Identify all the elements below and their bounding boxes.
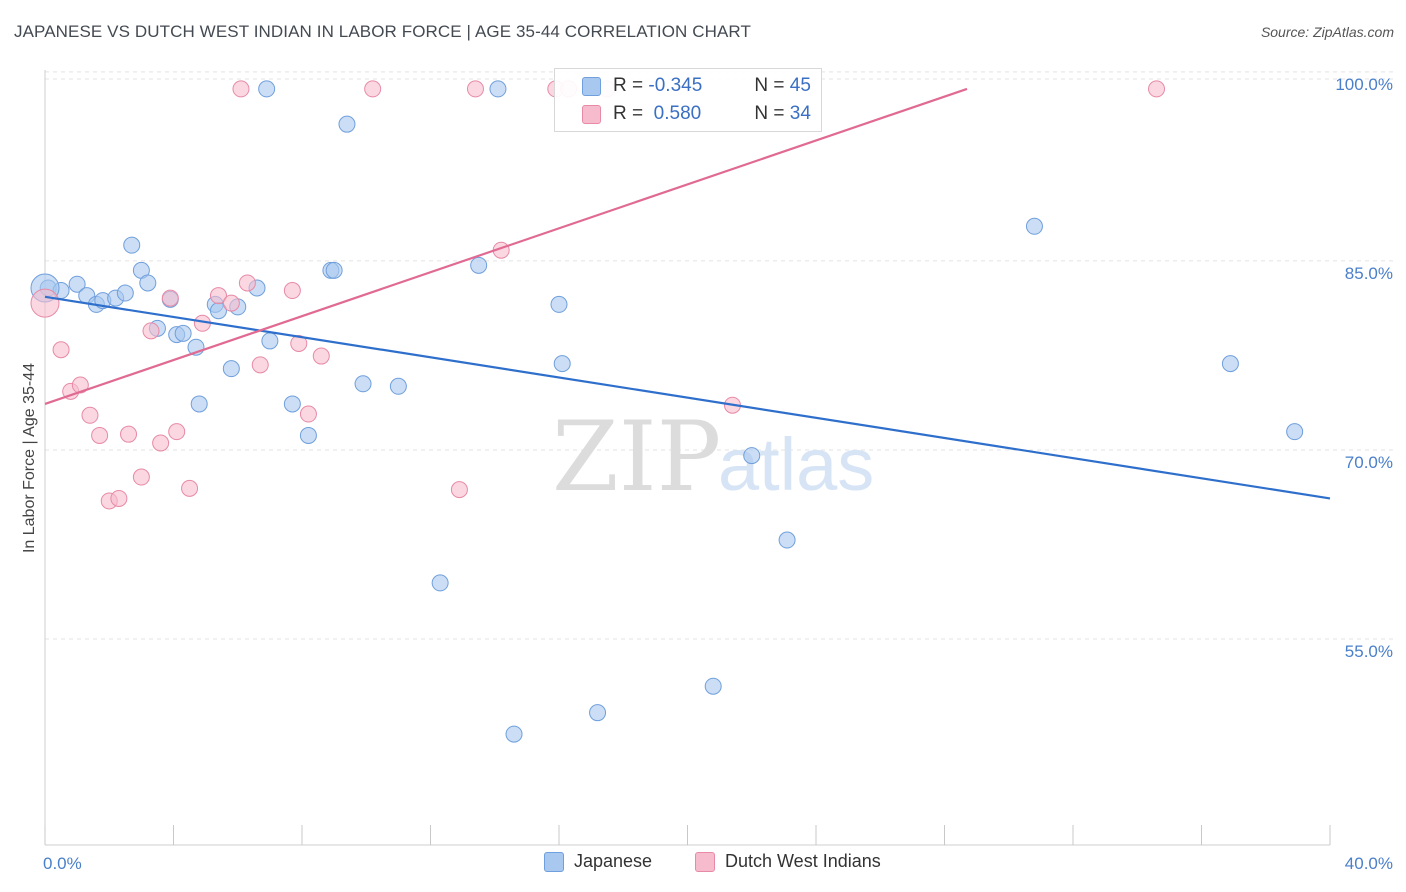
x-tick-label: 0.0% — [43, 854, 82, 873]
japanese-point — [489, 80, 507, 98]
japanese-point — [1286, 423, 1304, 441]
japanese-point — [470, 256, 488, 274]
dutch-point — [299, 405, 317, 423]
japanese-point — [139, 274, 157, 292]
legend-n-label: N = — [754, 103, 785, 124]
legend-item-dutch[interactable]: Dutch West Indians — [695, 851, 881, 872]
dutch-point — [251, 356, 269, 374]
japanese-point — [704, 677, 722, 695]
dutch-point — [81, 406, 99, 424]
japanese-point — [1221, 355, 1239, 373]
dutch-point — [152, 434, 170, 452]
legend-n-value: 34 — [789, 103, 811, 124]
y-tick-label: 70.0% — [1345, 453, 1393, 472]
japanese-point — [258, 80, 276, 98]
watermark: ZIP atlas — [552, 401, 874, 513]
dutch-point — [283, 282, 301, 300]
dutch-point — [222, 294, 240, 312]
japanese-point — [123, 236, 141, 254]
axes-layer — [44, 70, 1331, 846]
japanese-point — [1025, 217, 1043, 235]
japanese-point — [299, 426, 317, 444]
japanese-point — [174, 324, 192, 342]
source-label: Source: ZipAtlas.com — [1260, 24, 1394, 40]
legend-r-value: -0.345 — [648, 75, 703, 96]
dutch-point — [290, 334, 308, 352]
japanese-point — [431, 574, 449, 592]
legend-n-label: N = — [754, 75, 785, 96]
y-tick-label: 85.0% — [1345, 264, 1393, 283]
japanese-point — [261, 332, 279, 350]
legend-r-label: R = — [613, 103, 644, 124]
japanese-point — [222, 360, 240, 378]
x-tick-label: 40.0% — [1345, 854, 1393, 873]
trend-layer — [44, 87, 1331, 500]
dutch-point — [181, 479, 199, 497]
dutch-point — [52, 341, 70, 359]
dutch-point — [238, 274, 256, 292]
japanese-point — [338, 115, 356, 133]
labels-layer: 100.0% 85.0% 70.0% 55.0% 0.0% 40.0% In Labor F… — [21, 75, 1393, 873]
dutch-point — [161, 289, 179, 307]
dutch-point — [450, 481, 468, 499]
dutch-point — [1148, 80, 1166, 98]
legend-row-dutch: R = 0.580 N = 34 — [555, 100, 811, 128]
y-axis-label: In Labor Force | Age 35-44 — [21, 363, 38, 553]
legend-n-value: 45 — [789, 75, 811, 96]
y-tick-label: 100.0% — [1335, 75, 1393, 94]
dutch-trend-line — [44, 87, 968, 405]
japanese-point — [389, 377, 407, 395]
dutch-point — [168, 423, 186, 441]
grid-layer — [45, 71, 1395, 640]
watermark-zip: ZIP — [552, 401, 721, 513]
dutch-point — [71, 376, 89, 394]
legend-item-japanese[interactable]: Japanese — [544, 851, 652, 872]
dutch-point — [110, 489, 128, 507]
legend-row-japanese: R = -0.345 N = 45 — [555, 72, 811, 100]
japanese-swatch — [582, 76, 601, 96]
japanese-point — [68, 275, 86, 293]
japanese-point — [116, 284, 134, 302]
dutch-point — [132, 468, 150, 486]
dutch-point — [364, 80, 382, 98]
dutch-point — [232, 80, 250, 98]
dutch-point — [466, 80, 484, 98]
dutch-point — [120, 425, 138, 443]
japanese-point — [505, 725, 523, 743]
japanese-point — [550, 295, 568, 313]
series-legend: Japanese Dutch West Indians — [0, 851, 1406, 877]
dutch-point — [30, 288, 60, 318]
watermark-atlas: atlas — [718, 423, 874, 506]
legend-r-label: R = — [613, 75, 644, 96]
japanese-point — [778, 531, 796, 549]
legend-r-value: 0.580 — [648, 103, 702, 124]
chart-title: JAPANESE VS DUTCH WEST INDIAN IN LABOR F… — [14, 22, 751, 41]
dutch-point — [312, 347, 330, 365]
japanese-point — [354, 375, 372, 393]
dutch-point — [91, 426, 109, 444]
dutch-swatch — [582, 104, 601, 124]
japanese-point — [553, 355, 571, 373]
points-layer — [30, 80, 1304, 743]
y-tick-label: 55.0% — [1345, 642, 1393, 661]
dutch-swatch — [695, 851, 715, 872]
japanese-point — [589, 704, 607, 722]
japanese-swatch — [544, 851, 564, 872]
legend-item-label: Japanese — [574, 851, 653, 871]
japanese-point — [743, 447, 761, 465]
japanese-point — [283, 395, 301, 413]
japanese-point — [325, 261, 343, 279]
japanese-point — [190, 395, 208, 413]
correlation-legend: R = -0.345 N = 45 R = 0.580 N = 34 — [554, 68, 822, 132]
dutch-point — [142, 322, 160, 340]
dutch-point — [209, 287, 227, 305]
legend-item-label: Dutch West Indians — [725, 851, 881, 871]
